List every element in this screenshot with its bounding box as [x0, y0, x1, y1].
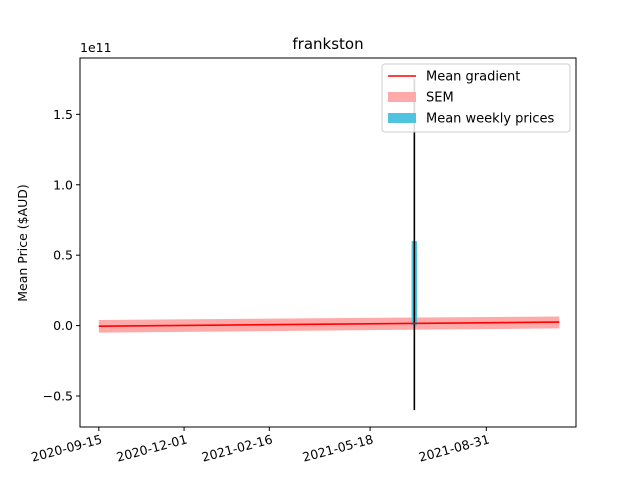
legend: Mean gradient SEM Mean weekly prices — [381, 63, 571, 133]
plot-frame — [79, 57, 577, 428]
legend-swatch-patch — [388, 113, 416, 123]
legend-label: Mean weekly prices — [426, 112, 555, 127]
y-axis-label: Mean Price ($AUD) — [15, 184, 30, 302]
y-tick-label: 1.5 — [53, 107, 73, 122]
y-axis: −0.5 0.0 0.5 1.0 1.5 — [43, 107, 80, 404]
y-tick-label: −0.5 — [43, 389, 73, 404]
legend-label: Mean gradient — [426, 70, 520, 85]
legend-label: SEM — [426, 91, 454, 106]
legend-swatch-patch — [388, 92, 416, 102]
y-scale-label: 1e11 — [80, 40, 112, 55]
y-tick-label: 0.0 — [53, 318, 73, 333]
mean-gradient-line — [98, 321, 560, 327]
chart-marks — [98, 79, 560, 411]
legend-box — [381, 63, 571, 133]
chart-title: frankston — [292, 35, 363, 53]
y-tick-label: 1.0 — [53, 177, 73, 192]
y-tick-label: 0.5 — [53, 248, 73, 263]
